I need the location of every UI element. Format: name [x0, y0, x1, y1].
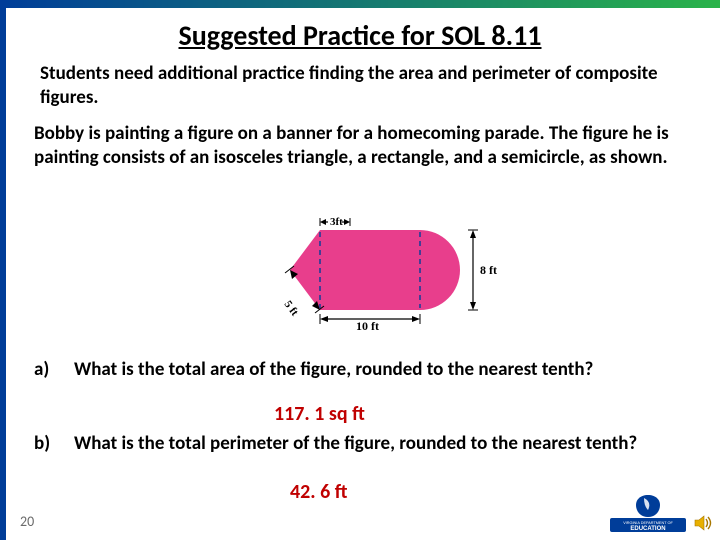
- composite-shape: [290, 230, 460, 310]
- speaker-icon: [692, 512, 714, 534]
- slide-title: Suggested Practice for SOL 8.11: [0, 18, 720, 53]
- qa-b-text: What is the total perimeter of the figur…: [74, 432, 694, 456]
- problem-text: Bobby is painting a figure on a banner f…: [34, 122, 694, 170]
- qa-a-text: What is the total area of the figure, ro…: [74, 358, 694, 382]
- side-blue-bar: [0, 0, 6, 540]
- slide-root: Suggested Practice for SOL 8.11 Students…: [0, 0, 720, 540]
- top-gradient-bar: [0, 0, 720, 8]
- answer-b: 42. 6 ft: [290, 480, 348, 504]
- dim-right-label: 8 ft: [480, 263, 497, 277]
- question-b: b) What is the total perimeter of the fi…: [34, 432, 694, 456]
- doe-text-top: VIRGINIA DEPARTMENT OF: [623, 521, 673, 525]
- doe-logo: VIRGINIA DEPARTMENT OF EDUCATION: [608, 494, 688, 534]
- page-number: 20: [20, 513, 34, 530]
- qa-a-letter: a): [34, 358, 58, 382]
- question-a: a) What is the total area of the figure,…: [34, 358, 694, 382]
- dim-top-label: 3ft: [330, 216, 343, 228]
- answer-a: 117. 1 sq ft: [274, 402, 365, 426]
- qa-b-letter: b): [34, 432, 58, 456]
- composite-figure: 3ft 8 ft 10 f: [260, 210, 500, 330]
- slide-subtitle: Students need additional practice findin…: [40, 62, 680, 110]
- dim-slant-label: 5 ft: [282, 299, 301, 319]
- doe-text-bottom: EDUCATION: [630, 526, 665, 532]
- dim-bottom-label: 10 ft: [356, 319, 379, 330]
